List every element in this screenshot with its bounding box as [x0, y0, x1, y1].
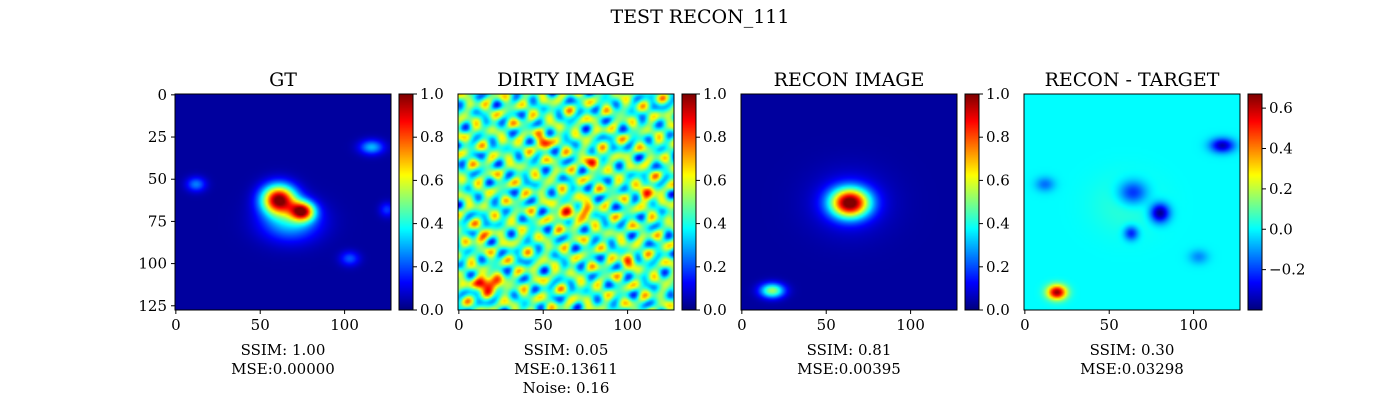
x-tick-label: 100 — [330, 316, 359, 334]
colorbar-tick-label: 0.0 — [703, 301, 727, 319]
colorbar-tick-label: 0.4 — [703, 215, 727, 233]
colorbar-frame — [964, 93, 980, 311]
colorbar-tick-label: 0.4 — [1269, 140, 1293, 158]
colorbar-tick-label: 0.2 — [986, 258, 1010, 276]
x-tick-label: 0 — [737, 316, 747, 334]
colorbar-tick-label: 0.2 — [703, 258, 727, 276]
heatmap-image — [1024, 94, 1240, 310]
y-tick-label: 125 — [138, 297, 167, 315]
y-tick-label: 75 — [148, 212, 167, 230]
x-tick-label: 0 — [1020, 316, 1030, 334]
figure-suptitle: TEST RECON_111 — [611, 6, 790, 28]
colorbar-tick-label: 0.8 — [420, 128, 444, 146]
colorbar — [965, 94, 979, 310]
metric-line: SSIM: 0.05 — [524, 341, 609, 359]
axes-frame — [1023, 93, 1241, 311]
metric-line: SSIM: 0.81 — [807, 341, 892, 359]
metric-line: MSE:0.00000 — [231, 360, 335, 378]
colorbar-tick-label: 0.2 — [420, 258, 444, 276]
y-tick-label: 100 — [138, 255, 167, 273]
axes-frame — [457, 93, 675, 311]
panel-title: GT — [269, 69, 297, 91]
colorbar-tick-label: 1.0 — [420, 85, 444, 103]
metric-line: Noise: 0.16 — [523, 379, 610, 397]
metric-line: MSE:0.00395 — [797, 360, 901, 378]
y-tick-label: 25 — [148, 128, 167, 146]
x-tick-label: 50 — [817, 316, 836, 334]
x-tick-label: 0 — [454, 316, 464, 334]
metric-line: SSIM: 1.00 — [241, 341, 326, 359]
colorbar-tick-label: 0.4 — [420, 215, 444, 233]
metric-line: MSE:0.03298 — [1080, 360, 1184, 378]
colorbar-tick-label: 1.0 — [986, 85, 1010, 103]
colorbar-tick-label: 0.0 — [420, 301, 444, 319]
x-tick-label: 50 — [251, 316, 270, 334]
colorbar-frame — [398, 93, 414, 311]
x-tick-label: 0 — [171, 316, 181, 334]
colorbar-tick-label: 0.8 — [703, 128, 727, 146]
panel-3: RECON - TARGET 0 50 100 −0.2 0.0 0.2 0.4 0.6 SSIM… — [1020, 69, 1305, 378]
axes-frame — [174, 93, 392, 311]
x-tick-label: 50 — [1100, 316, 1119, 334]
colorbar-tick-label: 0.2 — [1269, 180, 1293, 198]
panel-2: RECON IMAGE 0 50 100 0.0 0.2 0.4 0.6 0.8 1.0 SSIM:… — [737, 69, 1010, 378]
colorbar-tick-label: 1.0 — [703, 85, 727, 103]
colorbar-tick-label: 0.6 — [986, 171, 1010, 189]
heatmap-image — [458, 94, 674, 310]
colorbar-frame — [681, 93, 697, 311]
colorbar-tick-label: 0.0 — [986, 301, 1010, 319]
y-tick-label: 50 — [148, 170, 167, 188]
heatmap-image — [175, 94, 391, 310]
panel-title: DIRTY IMAGE — [497, 69, 635, 91]
panel-0: GT 0 50 100 0 25 50 75 100 125 0.0 0.2 0.4 0.6 0.8 1.0 S… — [138, 69, 444, 378]
metric-line: MSE:0.13611 — [514, 360, 618, 378]
colorbar-tick-label: 0.6 — [1269, 99, 1293, 117]
panel-title: RECON IMAGE — [774, 69, 925, 91]
x-tick-label: 100 — [1179, 316, 1208, 334]
colorbar — [1248, 94, 1262, 310]
metric-line: SSIM: 0.30 — [1090, 341, 1175, 359]
colorbar-tick-label: −0.2 — [1269, 261, 1305, 279]
colorbar-tick-label: 0.4 — [986, 215, 1010, 233]
colorbar — [682, 94, 696, 310]
colorbar-tick-label: 0.0 — [1269, 220, 1293, 238]
panel-title: RECON - TARGET — [1045, 69, 1220, 91]
x-tick-label: 100 — [896, 316, 925, 334]
colorbar-tick-label: 0.8 — [986, 128, 1010, 146]
colorbar-frame — [1247, 93, 1263, 311]
y-tick-label: 0 — [157, 86, 167, 104]
axes-frame — [740, 93, 958, 311]
colorbar-tick-label: 0.6 — [420, 171, 444, 189]
colorbar — [399, 94, 413, 310]
panel-1: DIRTY IMAGE 0 50 100 0.0 0.2 0.4 0.6 0.8 1.0 SSIM:… — [454, 69, 727, 397]
colorbar-tick-label: 0.6 — [703, 171, 727, 189]
x-tick-label: 100 — [613, 316, 642, 334]
x-tick-label: 50 — [534, 316, 553, 334]
heatmap-image — [741, 94, 957, 310]
